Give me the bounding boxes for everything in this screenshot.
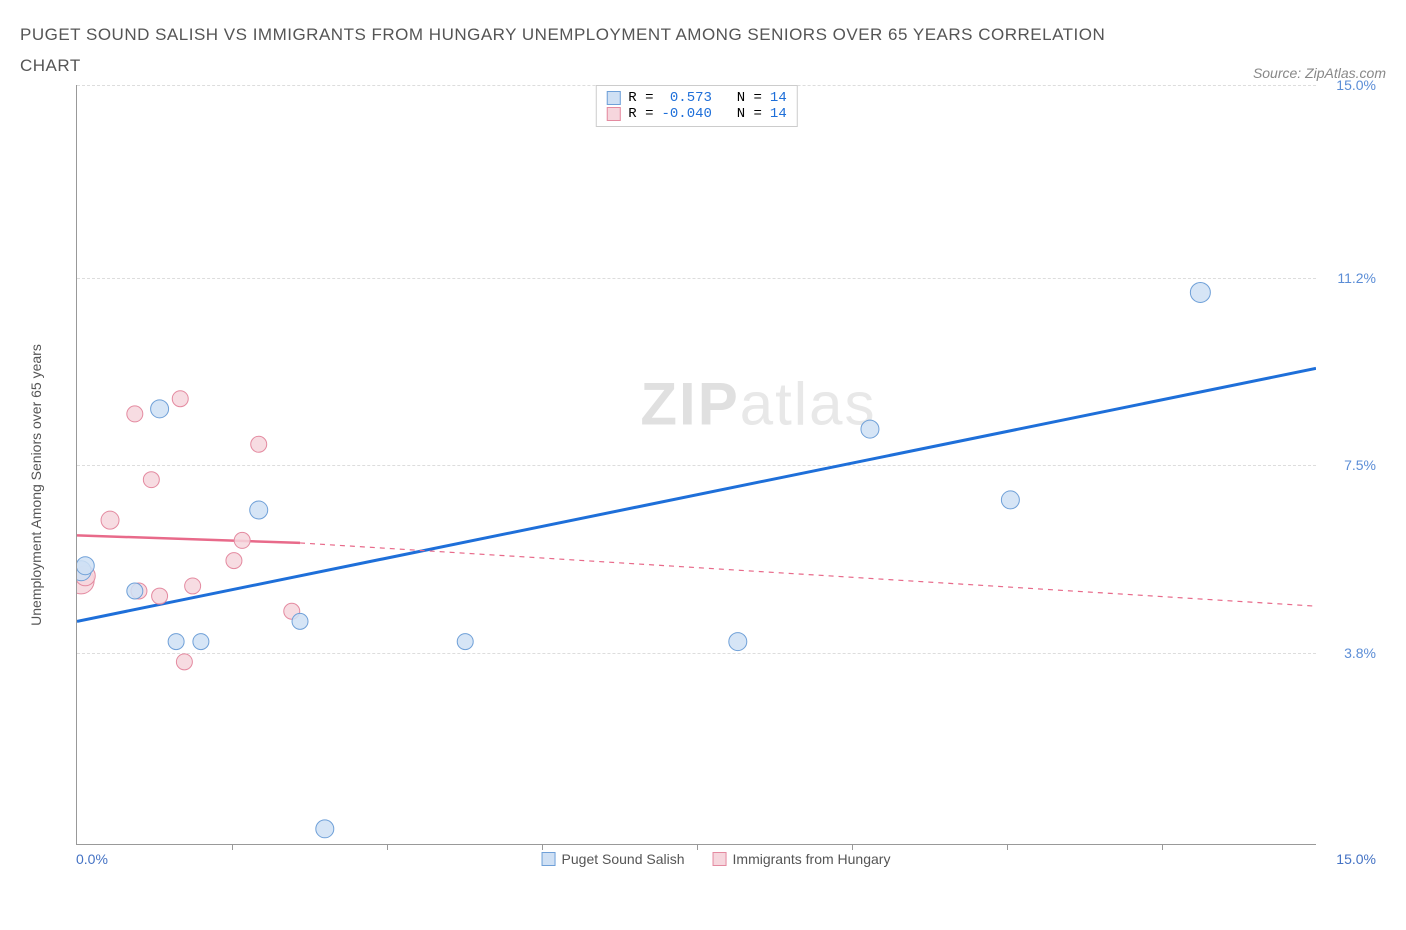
correlation-chart: PUGET SOUND SALISH VS IMMIGRANTS FROM HU… — [20, 20, 1386, 910]
data-point — [292, 614, 308, 630]
trend-line — [77, 536, 300, 544]
x-tick — [1007, 844, 1008, 850]
legend-label: Immigrants from Hungary — [733, 851, 891, 867]
y-tick-label: 7.5% — [1344, 457, 1376, 473]
data-point — [168, 634, 184, 650]
plot-svg — [77, 85, 1316, 844]
legend-item: Puget Sound Salish — [542, 851, 685, 867]
x-tick — [1162, 844, 1163, 850]
y-axis-label: Unemployment Among Seniors over 65 years — [28, 344, 44, 626]
data-point — [193, 634, 209, 650]
trend-line-extrapolated — [300, 543, 1316, 606]
data-point — [143, 472, 159, 488]
chart-title: PUGET SOUND SALISH VS IMMIGRANTS FROM HU… — [20, 20, 1120, 81]
data-point — [729, 633, 747, 651]
x-max-label: 15.0% — [1336, 851, 1376, 867]
data-point — [127, 406, 143, 422]
y-tick-label: 15.0% — [1336, 77, 1376, 93]
data-point — [127, 583, 143, 599]
stats-row: R = -0.040 N = 14 — [606, 106, 786, 122]
data-point — [176, 654, 192, 670]
stats-swatch — [606, 107, 620, 121]
data-point — [861, 420, 879, 438]
data-point — [457, 634, 473, 650]
x-tick — [697, 844, 698, 850]
data-point — [251, 436, 267, 452]
stats-row: R = 0.573 N = 14 — [606, 90, 786, 106]
legend-item: Immigrants from Hungary — [713, 851, 891, 867]
x-tick — [542, 844, 543, 850]
x-tick — [852, 844, 853, 850]
data-point — [250, 501, 268, 519]
legend-label: Puget Sound Salish — [562, 851, 685, 867]
stats-box: R = 0.573 N = 14 R = -0.040 N = 14 — [595, 85, 797, 127]
data-point — [101, 511, 119, 529]
r-value: -0.040 — [661, 106, 711, 122]
r-value: 0.573 — [661, 90, 711, 106]
x-tick — [387, 844, 388, 850]
data-point — [77, 557, 94, 575]
n-value: 14 — [770, 106, 787, 122]
legend-swatch — [542, 852, 556, 866]
data-point — [151, 400, 169, 418]
data-point — [226, 553, 242, 569]
data-point — [1001, 491, 1019, 509]
y-tick-label: 11.2% — [1337, 270, 1376, 286]
stats-swatch — [606, 91, 620, 105]
bottom-legend: Puget Sound Salish Immigrants from Hungar… — [542, 851, 891, 867]
y-tick-label: 3.8% — [1344, 645, 1376, 661]
n-label: N = — [720, 106, 762, 122]
header-row: PUGET SOUND SALISH VS IMMIGRANTS FROM HU… — [20, 20, 1386, 81]
data-point — [1190, 283, 1210, 303]
r-label: R = — [628, 90, 653, 106]
r-label: R = — [628, 106, 653, 122]
x-min-label: 0.0% — [76, 851, 108, 867]
n-label: N = — [720, 90, 762, 106]
legend-swatch — [713, 852, 727, 866]
n-value: 14 — [770, 90, 787, 106]
data-point — [234, 533, 250, 549]
x-tick — [232, 844, 233, 850]
plot-area: ZIPatlas R = 0.573 N =14R =-0.040 N =14 … — [76, 85, 1316, 845]
data-point — [152, 588, 168, 604]
plot-wrap: Unemployment Among Seniors over 65 years… — [46, 85, 1386, 885]
trend-line — [77, 369, 1316, 622]
data-point — [316, 820, 334, 838]
data-point — [185, 578, 201, 594]
data-point — [172, 391, 188, 407]
